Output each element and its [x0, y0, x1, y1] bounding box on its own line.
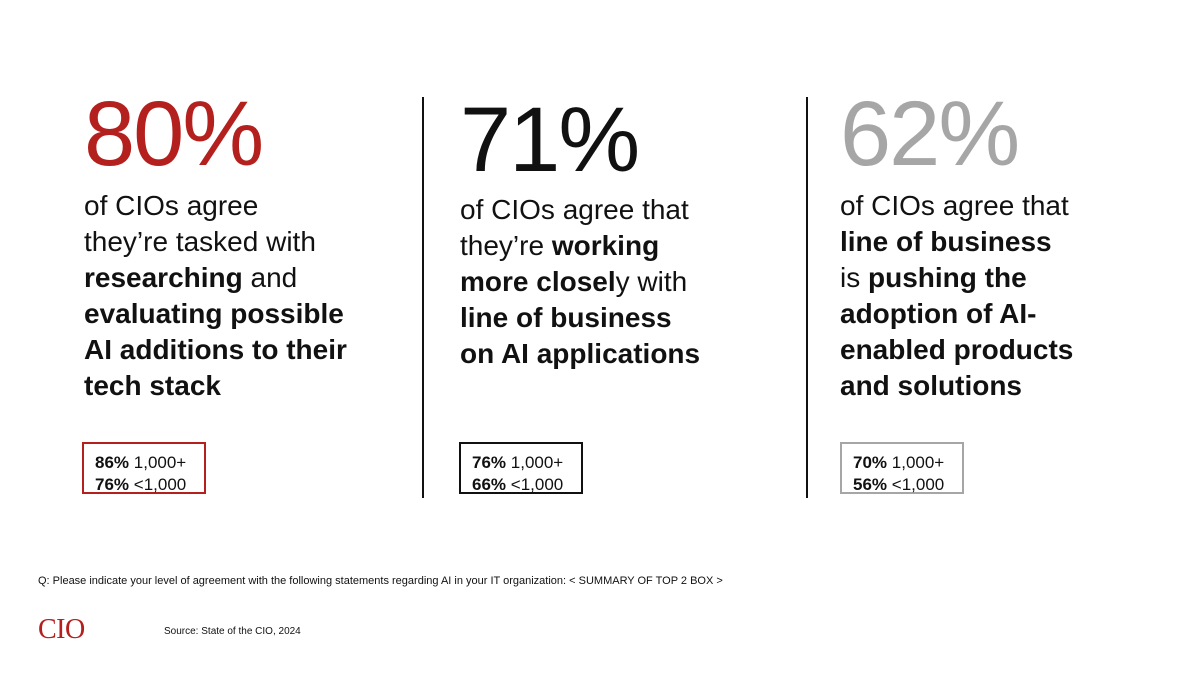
statement-line: of CIOs agree that — [840, 190, 1069, 221]
stat-column-3: 62% of CIOs agree that line of business is… — [840, 88, 1160, 404]
statement-line: they’re working — [460, 230, 660, 261]
stat-breakdown-box-3: 70% 1,000+ 56% <1,000 — [840, 442, 964, 494]
statement-line: evaluating possible — [84, 298, 344, 329]
column-divider-2 — [806, 97, 808, 498]
stat-statement-1: of CIOs agree they’re tasked with research… — [84, 188, 404, 404]
statement-line: is pushing the — [840, 262, 1027, 293]
survey-question: Q: Please indicate your level of agreeme… — [38, 575, 723, 587]
cio-logo: CIO — [38, 614, 85, 645]
stat-breakdown-box-1: 86% 1,000+ 76% <1,000 — [82, 442, 206, 494]
statement-line: of CIOs agree that — [460, 194, 689, 225]
statement-line: enabled products — [840, 334, 1074, 365]
column-divider-1 — [422, 97, 424, 498]
breakdown-row-large: 70% 1,000+ — [853, 453, 945, 472]
statement-line: they’re tasked with — [84, 226, 316, 257]
stat-percent-1: 80% — [84, 83, 264, 185]
statement-line: adoption of AI- — [840, 298, 1037, 329]
stat-breakdown-box-2: 76% 1,000+ 66% <1,000 — [459, 442, 583, 494]
stat-column-1: 80% of CIOs agree they’re tasked with rese… — [84, 88, 404, 404]
statement-line: of CIOs agree — [84, 190, 259, 221]
breakdown-row-small: 76% <1,000 — [95, 475, 187, 494]
stat-column-2: 71% of CIOs agree that they’re working mor… — [460, 88, 780, 372]
breakdown-row-small: 56% <1,000 — [853, 475, 945, 494]
statement-line: more closely with — [460, 266, 688, 297]
stat-percent-3: 62% — [840, 83, 1020, 185]
stat-percent-2: 71% — [460, 89, 640, 191]
stat-statement-2: of CIOs agree that they’re working more cl… — [460, 192, 780, 372]
statement-line: line of business — [840, 226, 1052, 257]
statement-line: researching and — [84, 262, 298, 293]
statement-line: AI additions to their — [84, 334, 347, 365]
statement-line: line of business — [460, 302, 672, 333]
statement-line: tech stack — [84, 370, 221, 401]
breakdown-row-small: 66% <1,000 — [472, 475, 564, 494]
source-note: Source: State of the CIO, 2024 — [164, 626, 301, 637]
breakdown-row-large: 86% 1,000+ — [95, 453, 187, 472]
statement-line: and solutions — [840, 370, 1022, 401]
breakdown-row-large: 76% 1,000+ — [472, 453, 564, 472]
stat-statement-3: of CIOs agree that line of business is pus… — [840, 188, 1160, 404]
statement-line: on AI applications — [460, 338, 701, 369]
